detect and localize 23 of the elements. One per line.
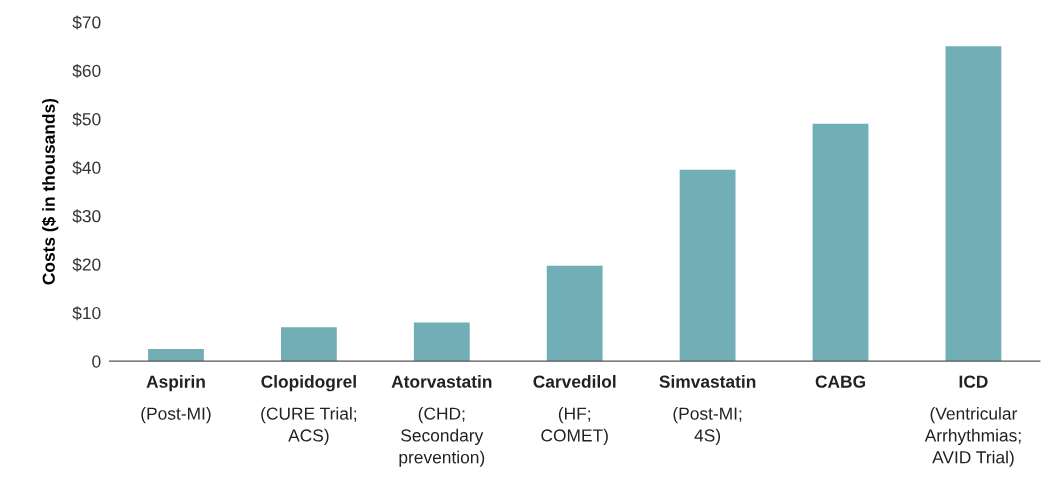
category-label: Simvastatin (Post-MI; 4S) [659,375,756,446]
bar [812,123,869,362]
x-tick-label: CABG [815,375,865,388]
bar [945,46,1002,362]
category-label: Carvedilol (HF; COMET) [533,375,616,446]
category-label: ICD (Ventricular Arrhythmias; AVID Trial) [924,375,1021,467]
y-tick-label: $50 [72,112,101,127]
y-tick-label: $70 [72,15,101,30]
category-label: Atorvastatin (CHD; Secondary prevention) [391,375,492,467]
y-tick-label: $10 [72,306,101,321]
y-tick-label: $30 [72,209,101,224]
category-label: Aspirin (Post-MI) [141,375,211,424]
bar [679,169,736,362]
y-tick-label: $60 [72,63,101,78]
bar [413,322,470,362]
bar [148,349,204,362]
bar [546,265,603,362]
y-tick-label: $20 [72,257,101,272]
y-tick-label: $40 [72,160,101,175]
y-tick-label: 0 [92,355,101,368]
bar [280,327,337,362]
category-label: Clopidogrel (CURE Trial; ACS) [261,375,357,446]
y-axis-title: Costs ($ in thousands) [41,98,59,285]
